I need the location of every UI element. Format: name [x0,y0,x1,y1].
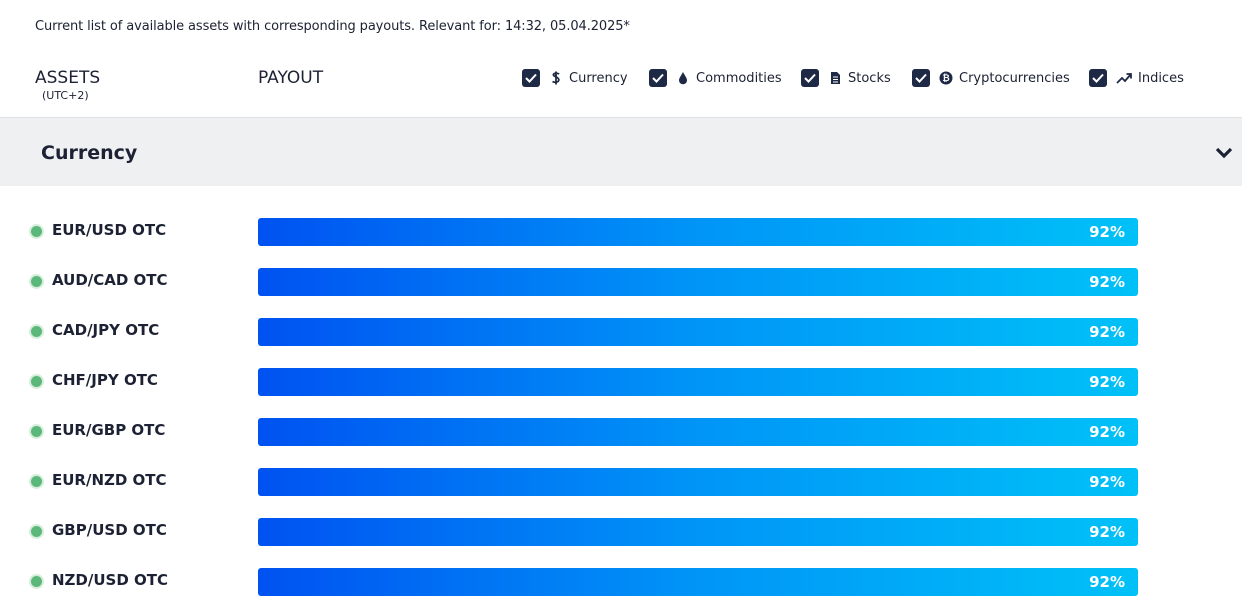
asset-row: GBP/USD OTC 92% [0,518,1242,546]
chevron-down-icon[interactable] [1215,145,1233,159]
filter-label-currency: Currency [569,70,628,86]
filter-label-commodities: Commodities [696,70,782,86]
timezone-label: (UTC+2) [42,89,89,102]
svg-text:₿: ₿ [942,73,949,84]
status-online-dot [31,376,42,387]
asset-row: NZD/USD OTC 92% [0,568,1242,596]
payout-bar: 92% [258,468,1138,496]
payout-bar: 92% [258,568,1138,596]
bitcoin-icon: ₿ [939,71,953,85]
checkbox-cryptocurrencies[interactable] [912,69,930,87]
filter-indices[interactable]: Indices [1089,68,1184,88]
filter-label-stocks: Stocks [848,70,891,86]
payout-percent: 92% [1089,423,1125,441]
currency-section-header[interactable]: Currency [0,117,1242,186]
section-title: Currency [41,142,138,164]
filter-label-cryptocurrencies: Cryptocurrencies [959,70,1070,86]
assets-column-header: ASSETS [35,68,101,88]
asset-name[interactable]: EUR/NZD OTC [52,471,167,489]
payout-bar: 92% [258,418,1138,446]
payout-percent: 92% [1089,473,1125,491]
drop-icon [676,71,690,85]
payout-bar: 92% [258,518,1138,546]
asset-row: EUR/NZD OTC 92% [0,468,1242,496]
dollar-icon [549,71,563,85]
status-online-dot [31,476,42,487]
trend-up-icon [1116,71,1132,85]
asset-name[interactable]: GBP/USD OTC [52,521,167,539]
asset-row: EUR/GBP OTC 92% [0,418,1242,446]
payout-column-header: PAYOUT [258,68,324,88]
asset-name[interactable]: EUR/USD OTC [52,221,167,239]
filter-commodities[interactable]: Commodities [649,68,782,88]
asset-name[interactable]: CHF/JPY OTC [52,371,158,389]
payout-percent: 92% [1089,523,1125,541]
relevance-info-text: Current list of available assets with co… [35,19,630,34]
payout-bar: 92% [258,268,1138,296]
asset-row: CHF/JPY OTC 92% [0,368,1242,396]
payout-percent: 92% [1089,273,1125,291]
status-online-dot [31,276,42,287]
status-online-dot [31,326,42,337]
status-online-dot [31,226,42,237]
filter-currency[interactable]: Currency [522,68,628,88]
checkbox-currency[interactable] [522,69,540,87]
status-online-dot [31,576,42,587]
document-icon [828,71,842,85]
status-online-dot [31,526,42,537]
asset-row: EUR/USD OTC 92% [0,218,1242,246]
checkbox-indices[interactable] [1089,69,1107,87]
asset-row: AUD/CAD OTC 92% [0,268,1242,296]
filter-cryptocurrencies[interactable]: ₿ Cryptocurrencies [912,68,1070,88]
payout-bar: 92% [258,318,1138,346]
payout-percent: 92% [1089,223,1125,241]
payout-percent: 92% [1089,323,1125,341]
filter-stocks[interactable]: Stocks [801,68,891,88]
asset-name[interactable]: NZD/USD OTC [52,571,169,589]
asset-row: CAD/JPY OTC 92% [0,318,1242,346]
payout-percent: 92% [1089,373,1125,391]
asset-name[interactable]: EUR/GBP OTC [52,421,166,439]
payout-bar: 92% [258,218,1138,246]
payout-bar: 92% [258,368,1138,396]
asset-name[interactable]: CAD/JPY OTC [52,321,160,339]
status-online-dot [31,426,42,437]
filter-label-indices: Indices [1138,70,1184,86]
payout-percent: 92% [1089,573,1125,591]
asset-name[interactable]: AUD/CAD OTC [52,271,168,289]
checkbox-stocks[interactable] [801,69,819,87]
checkbox-commodities[interactable] [649,69,667,87]
